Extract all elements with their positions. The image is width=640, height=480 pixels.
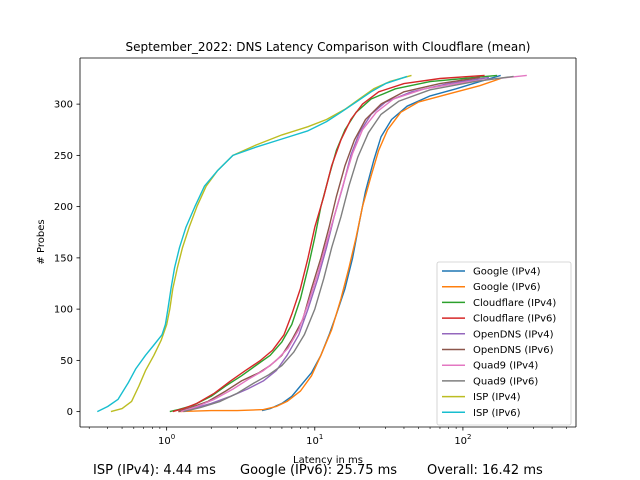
legend-label: Quad9 (IPv6) xyxy=(473,376,538,387)
legend-label: Google (IPv6) xyxy=(473,282,541,293)
isp-summary: ISP (IPv4): 4.44 ms xyxy=(93,463,216,478)
legend: Google (IPv4) Google (IPv6) Cloudflare (IP… xyxy=(436,261,572,426)
series-line-7 xyxy=(183,75,514,413)
series-line-1 xyxy=(178,77,501,413)
x-tick-label: 100 xyxy=(158,433,175,447)
series-line-3 xyxy=(172,74,485,413)
y-tick-label: 100 xyxy=(54,305,73,316)
legend-label: ISP (IPv6) xyxy=(473,408,521,419)
legend-box xyxy=(436,261,572,426)
legend-label: Quad9 (IPv4) xyxy=(473,361,538,372)
series-line-6 xyxy=(180,74,527,413)
y-tick-label: 200 xyxy=(54,202,73,213)
legend-label: OpenDNS (IPv4) xyxy=(473,329,554,340)
series-line-2 xyxy=(169,74,498,413)
y-tick-label: 0 xyxy=(67,407,73,418)
x-tick-label: 101 xyxy=(306,433,323,447)
google-summary: Google (IPv6): 25.75 ms xyxy=(240,463,398,478)
x-axis: 100 101 102 xyxy=(88,427,567,447)
summary-footer: ISP (IPv4): 4.44 ms Google (IPv6): 25.75… xyxy=(0,463,640,480)
y-tick-label: 50 xyxy=(60,356,73,367)
y-tick-label: 250 xyxy=(54,151,73,162)
legend-label: Cloudflare (IPv4) xyxy=(473,298,556,309)
y-axis-label: # Probes xyxy=(36,219,47,264)
overall-summary: Overall: 16.42 ms xyxy=(427,463,543,478)
y-axis: 0 50 100 150 200 250 300 xyxy=(54,100,80,418)
x-tick-label: 102 xyxy=(454,433,471,447)
x-axis-label: Latency in ms xyxy=(293,455,363,466)
chart-title: September_2022: DNS Latency Comparison w… xyxy=(125,40,530,54)
legend-label: Google (IPv4) xyxy=(473,267,541,278)
legend-label: Cloudflare (IPv6) xyxy=(473,314,556,325)
series-lines xyxy=(96,74,527,413)
plot-frame xyxy=(79,57,577,428)
y-tick-label: 300 xyxy=(54,100,73,111)
series-line-0 xyxy=(261,74,501,412)
series-line-9 xyxy=(96,75,408,413)
legend-label: OpenDNS (IPv6) xyxy=(473,345,554,356)
series-line-5 xyxy=(178,76,480,413)
y-tick-label: 150 xyxy=(54,253,73,264)
legend-label: ISP (IPv4) xyxy=(473,392,521,403)
